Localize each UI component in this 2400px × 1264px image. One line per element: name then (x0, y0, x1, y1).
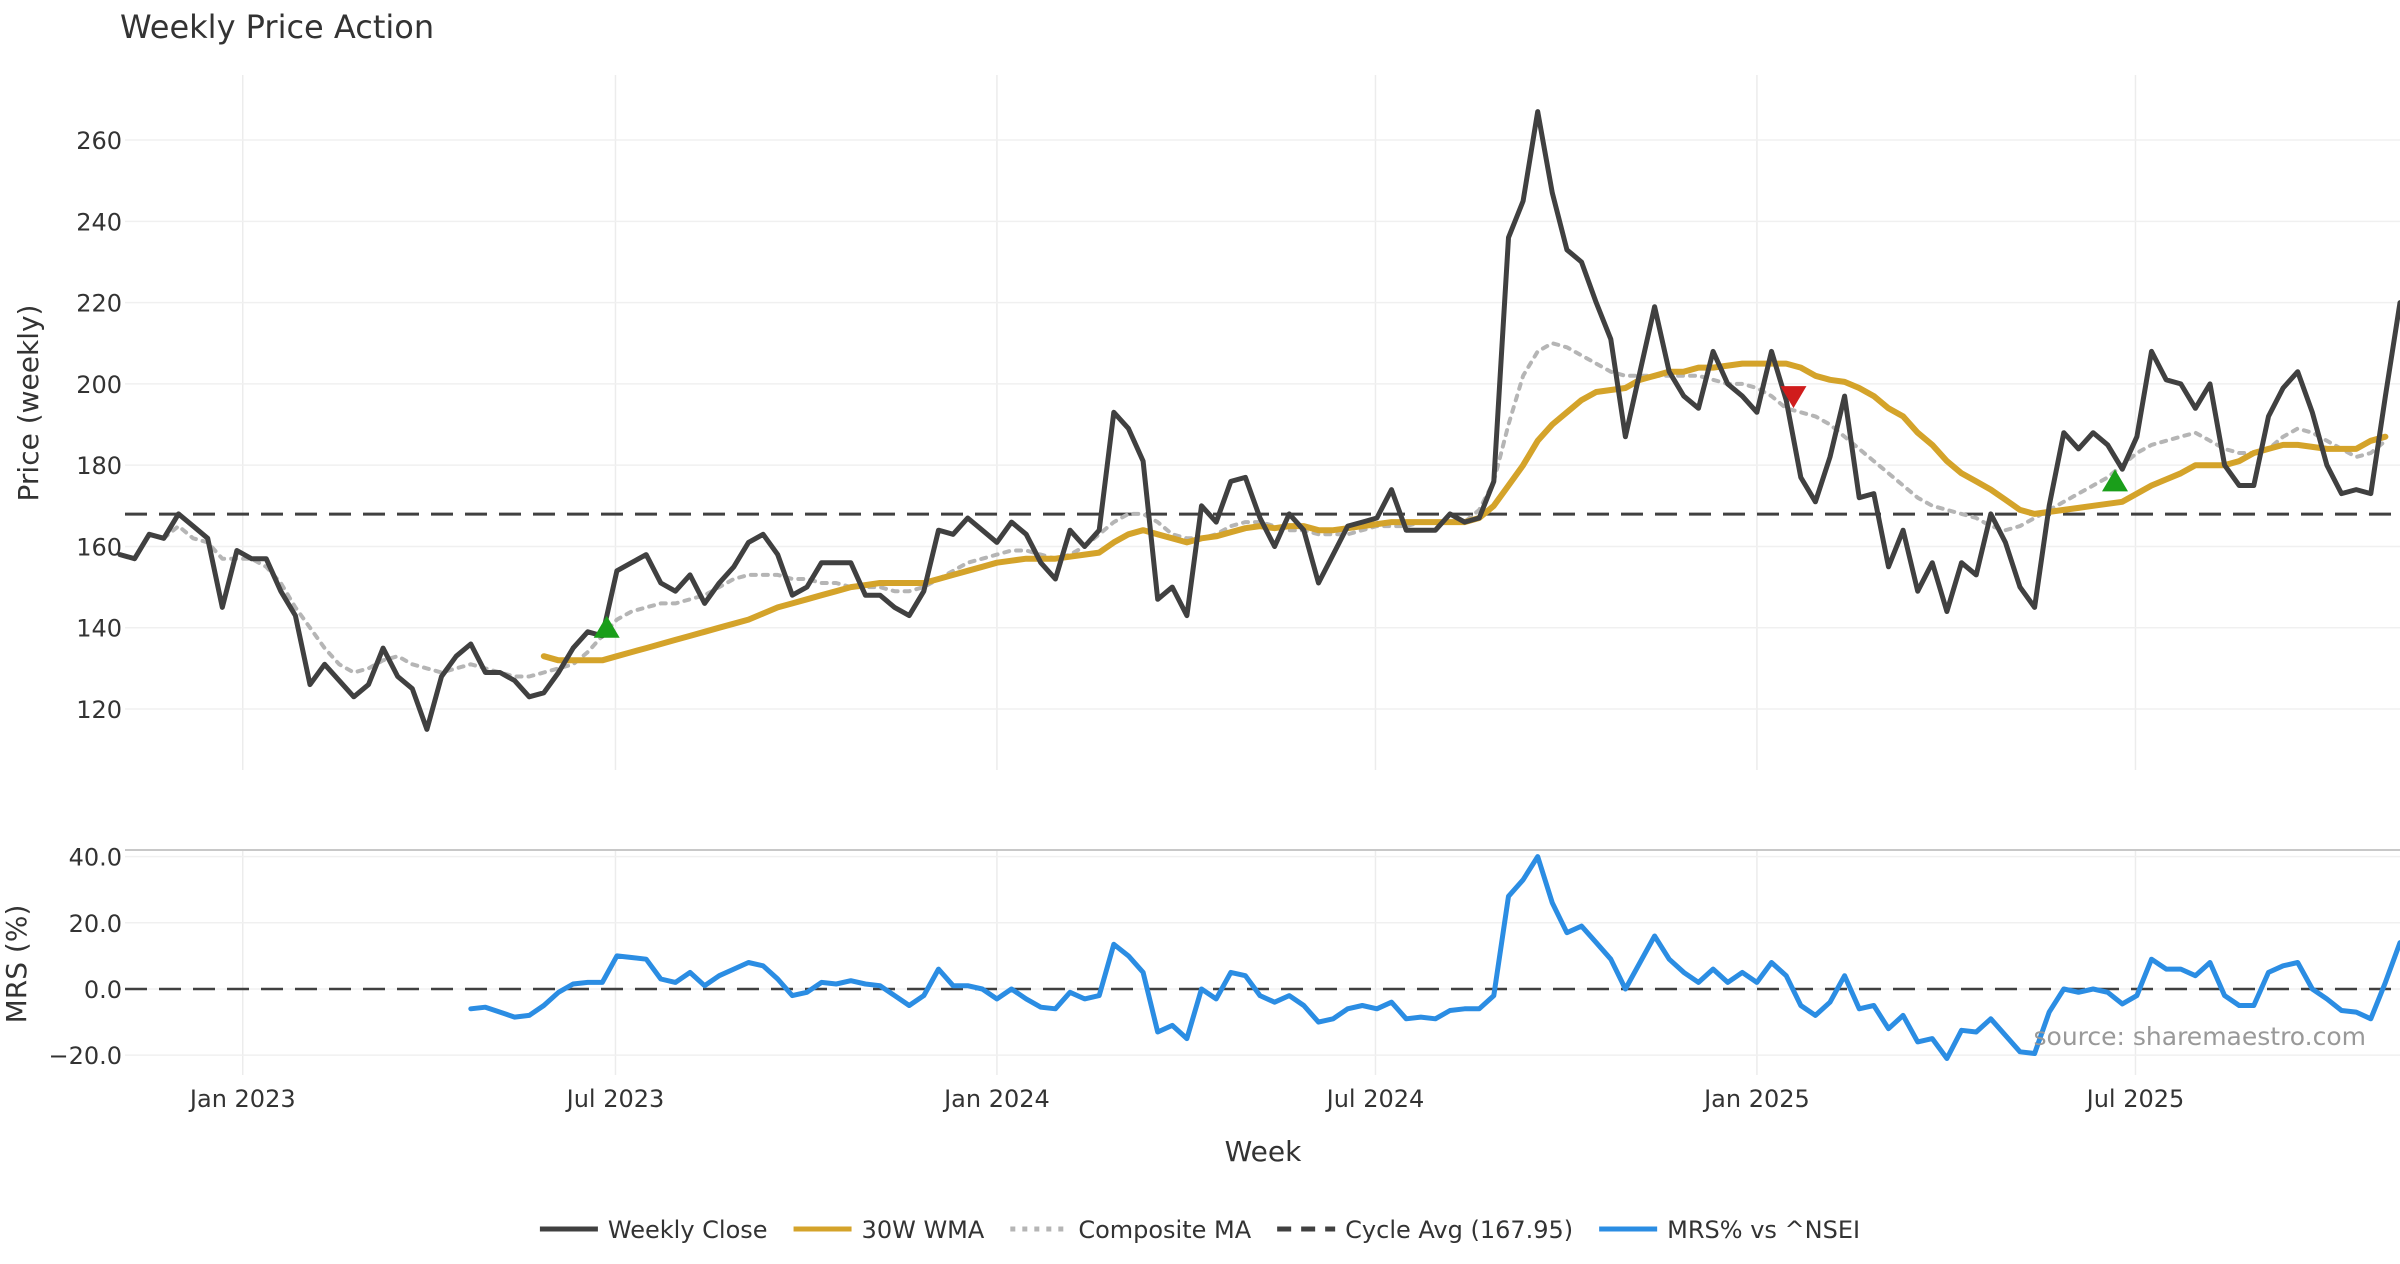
x-tick-label: Jul 2023 (565, 1085, 665, 1113)
price-y-tick-label: 200 (76, 371, 122, 399)
legend-item-cycle-avg-167-95: Cycle Avg (167.95) (1277, 1216, 1573, 1244)
chart-title: Weekly Price Action (120, 8, 434, 46)
legend-item-composite-ma: Composite MA (1010, 1216, 1252, 1244)
price-y-tick-labels: 120 140 160 180 200 220 240 260 (76, 127, 122, 724)
mrs-y-tick-label: 20.0 (69, 910, 122, 938)
x-tick-label: Jul 2025 (2085, 1085, 2185, 1113)
x-tick-label: Jan 2025 (1702, 1085, 1810, 1113)
mrs-y-tick-label: −20.0 (48, 1042, 122, 1070)
price-y-tick-label: 260 (76, 127, 122, 155)
legend-label: Cycle Avg (167.95) (1345, 1216, 1573, 1244)
legend-label: 30W WMA (862, 1216, 985, 1244)
legend-item-30w-wma: 30W WMA (793, 1216, 985, 1244)
legend-label: Composite MA (1078, 1216, 1251, 1244)
source-annotation: source: sharemaestro.com (2034, 1022, 2367, 1051)
price-y-axis-label: Price (weekly) (12, 305, 45, 502)
legend: Weekly Close 30W WMA Composite MA Cycle Avg… (539, 1216, 1860, 1244)
mrs-line (468, 854, 2400, 1061)
buy-signal-marker (2102, 469, 2128, 492)
weekly-close-line (117, 109, 2400, 732)
price-y-tick-label: 140 (76, 615, 122, 643)
price-y-tick-label: 120 (76, 696, 122, 724)
price-y-tick-label: 220 (76, 290, 122, 318)
x-axis-label: Week (1225, 1135, 1302, 1168)
legend-item-weekly-close: Weekly Close (539, 1216, 768, 1244)
mrs-series-group (468, 854, 2400, 1061)
composite-ma-line (161, 341, 2388, 679)
mrs-y-axis-label: MRS (%) (0, 905, 33, 1024)
mrs-y-tick-label: 40.0 (69, 844, 122, 872)
x-tick-labels: Jan 2023 Jul 2023 Jan 2024 Jul 2024 Jan 2025… (188, 1085, 2184, 1113)
mrs-y-tick-labels: −20.0 0.0 20.0 40.0 (48, 844, 122, 1071)
x-tick-label: Jul 2024 (1325, 1085, 1425, 1113)
legend-item-mrs-vs-nsei: MRS% vs ^NSEI (1599, 1216, 1860, 1244)
price-series-group (117, 109, 2400, 732)
price-y-tick-label: 160 (76, 533, 122, 561)
sell-signal-marker (1780, 386, 1807, 409)
x-tick-label: Jan 2024 (942, 1085, 1050, 1113)
legend-label: Weekly Close (608, 1216, 768, 1244)
price-y-tick-label: 180 (76, 452, 122, 480)
legend-label: MRS% vs ^NSEI (1667, 1216, 1860, 1244)
price-y-tick-label: 240 (76, 208, 122, 236)
price-gridlines (125, 75, 2400, 770)
mrs-y-tick-label: 0.0 (84, 976, 122, 1004)
signal-markers (593, 386, 2128, 638)
x-tick-label: Jan 2023 (188, 1085, 296, 1113)
buy-signal-marker (593, 615, 620, 638)
